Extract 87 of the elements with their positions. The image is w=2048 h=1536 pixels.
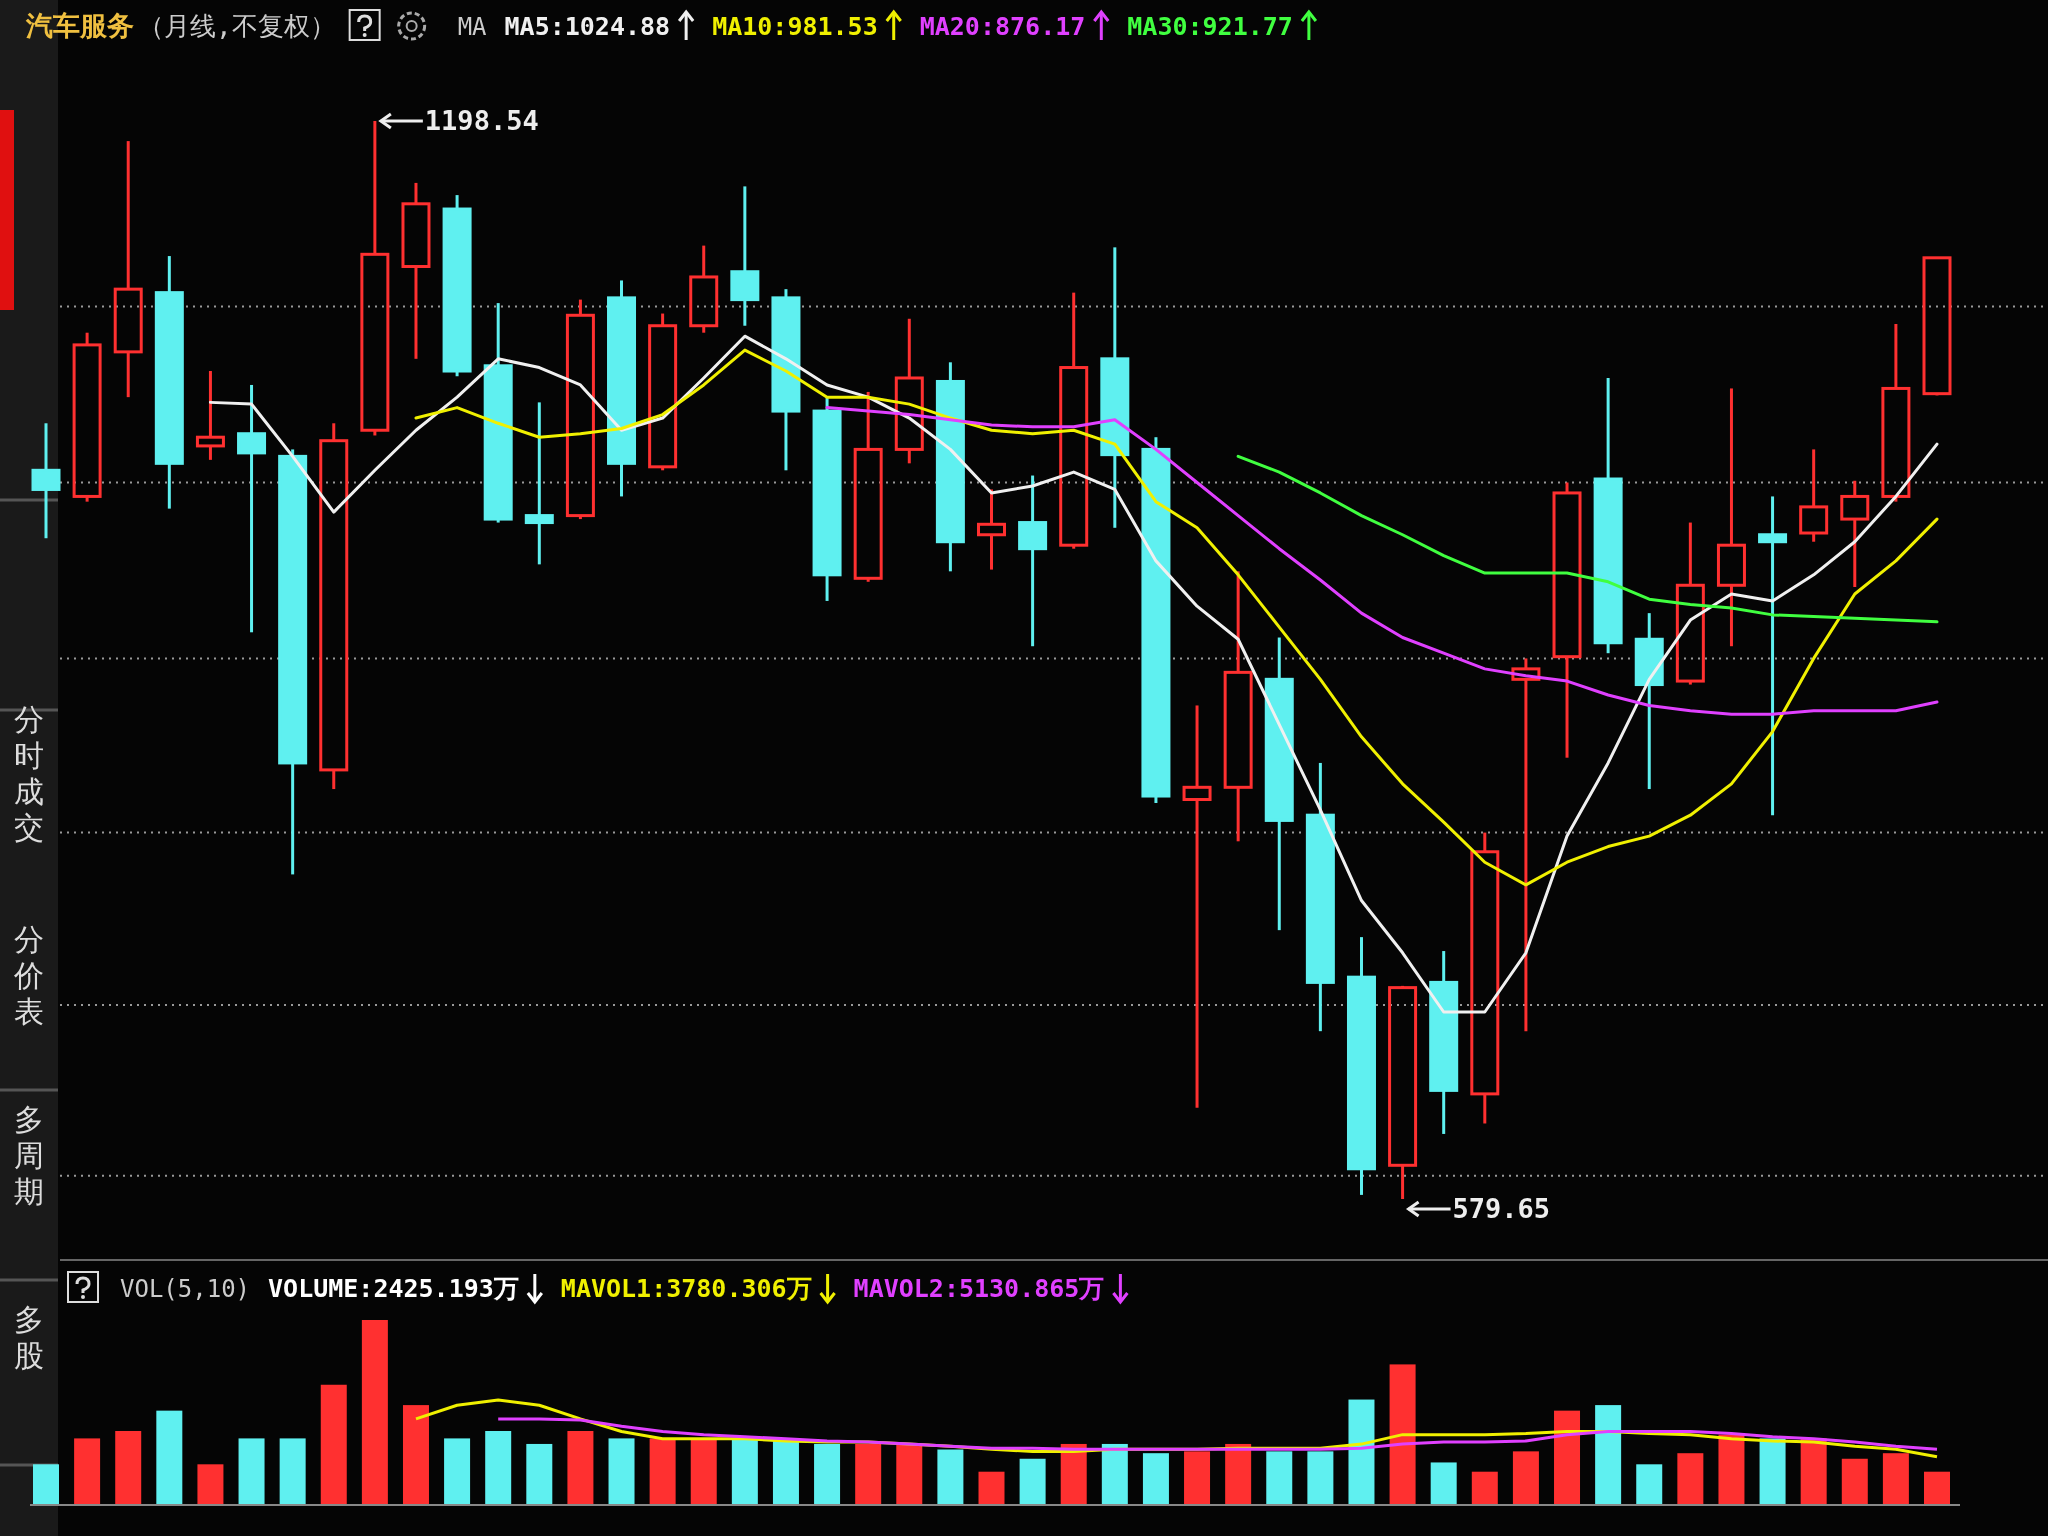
bar [526,1443,553,1505]
candlestick [524,402,554,565]
candlestick [1346,937,1376,1195]
legend-label: MA10:981.53 [712,12,878,41]
bar [896,1443,923,1505]
bar [1512,1451,1539,1505]
legend-title: VOL(5,10) [120,1275,251,1303]
legend-label: MAVOL2:5130.865万 [853,1274,1105,1303]
candlestick [1223,571,1253,842]
bar [937,1449,964,1505]
bar [1841,1458,1868,1505]
candlestick [935,362,965,572]
candlestick [1100,247,1130,528]
bar [1142,1453,1169,1505]
candlestick [154,256,184,509]
bar [1718,1434,1745,1505]
bar [1348,1399,1375,1505]
bar [978,1471,1005,1505]
bar [1924,1471,1950,1505]
bar [1307,1451,1334,1505]
candlestick [237,383,267,633]
chart-subtitle: （月线,不复权） [138,11,336,41]
bar [1060,1443,1087,1505]
bar [238,1438,265,1505]
candlestick [1018,475,1048,648]
bar [74,1438,101,1505]
bar [1800,1438,1827,1505]
bar [1430,1462,1457,1505]
bar [361,1320,388,1505]
bar [855,1443,882,1505]
bar [279,1438,306,1505]
bar [1225,1443,1252,1505]
bar [608,1438,635,1505]
bar [1019,1458,1046,1505]
bar [814,1443,841,1505]
bar [1101,1443,1128,1505]
bar [1882,1453,1909,1505]
bar [33,1464,59,1505]
candlestick [1182,705,1212,1108]
annotation: 1198.54 [424,105,539,136]
candlestick [1305,761,1335,1033]
bar [197,1464,224,1505]
bar [649,1438,676,1505]
candlestick [1470,832,1500,1124]
candlestick [195,371,225,460]
bar [1471,1471,1498,1505]
bar [690,1438,717,1505]
candlestick [401,181,431,359]
annotation: 分时成交 [14,702,44,845]
bar [1636,1464,1663,1505]
legend-label: MA30:921.77 [1127,12,1293,41]
candlestick [730,186,760,326]
bar [444,1438,471,1505]
bar [1554,1410,1581,1505]
bar [485,1431,512,1505]
legend-label: MA5:1024.88 [504,12,671,41]
candlestick [113,141,143,399]
series-label: VOLUME:2425.193万 [268,1274,519,1303]
candlestick [1716,388,1746,648]
candlestick [319,423,349,791]
bar [731,1438,758,1505]
bar [1266,1451,1293,1505]
bar [1595,1405,1622,1505]
bar [156,1410,183,1505]
annotation: 多周期 [14,1102,44,1209]
candlestick [31,423,61,540]
candlestick [607,280,637,497]
legend-title: MA [457,13,488,41]
annotation: 多股 [14,1302,44,1373]
chart-title: 汽车服务 [25,10,134,41]
candlestick [1758,496,1788,817]
bar [1677,1453,1704,1505]
bar [1759,1438,1786,1505]
candlestick [1429,951,1459,1134]
bar [320,1384,347,1505]
candlestick [1634,613,1664,791]
bar [402,1405,429,1505]
legend-label: MAVOL1:3780.306万 [560,1274,812,1303]
candlestick [1264,637,1294,932]
bar [1389,1364,1416,1505]
annotation: 分价表 [13,922,44,1029]
candlestick [977,489,1006,570]
annotation: 579.65 [1452,1193,1551,1224]
bar [1184,1451,1211,1505]
bar [567,1431,594,1505]
bar [115,1431,142,1505]
legend-label: MA20:876.17 [919,12,1086,41]
